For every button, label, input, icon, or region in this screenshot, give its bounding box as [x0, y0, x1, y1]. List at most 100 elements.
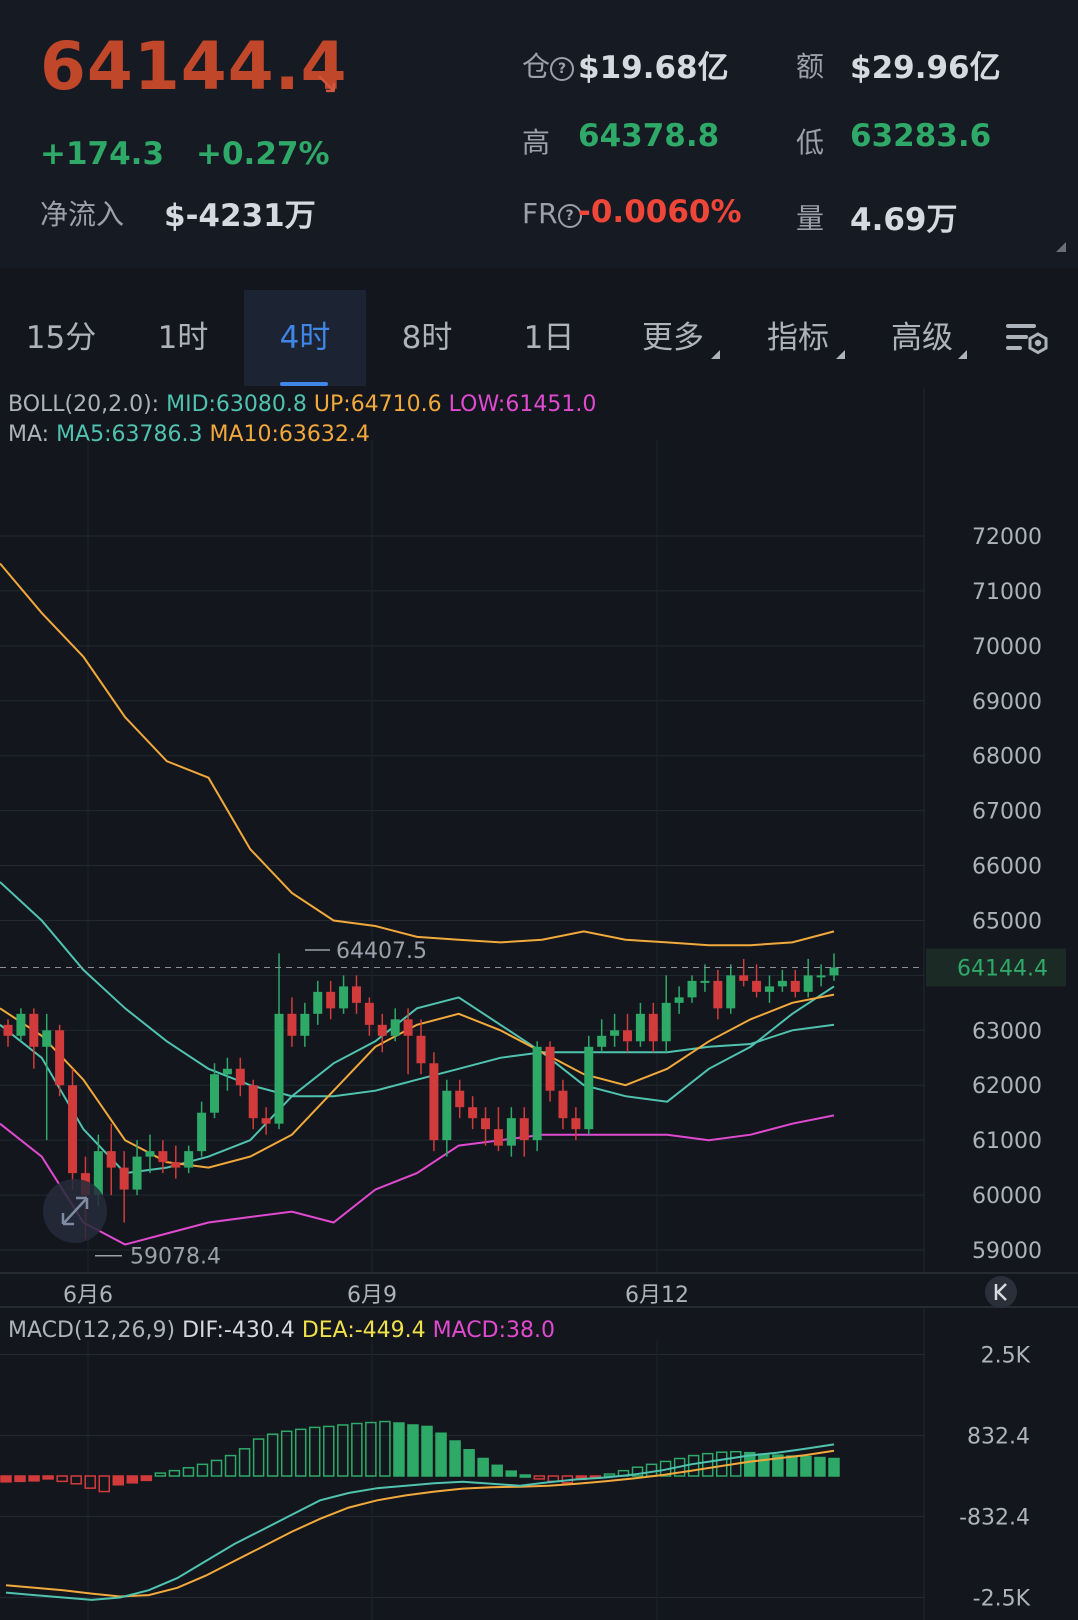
- macd-bar: [168, 1469, 181, 1477]
- high-annotation: 64407.5: [336, 939, 427, 964]
- macd-bar: [308, 1426, 321, 1477]
- macd-bar: [715, 1451, 728, 1477]
- macd-bar: [351, 1422, 363, 1477]
- last-price-tag: [926, 948, 1066, 987]
- candle-body: [829, 967, 839, 976]
- macd-bar: [280, 1430, 293, 1477]
- macd-bar: [323, 1425, 335, 1477]
- chevron-left-icon: [994, 1283, 1007, 1301]
- macd-bar: [491, 1464, 503, 1477]
- candle-body: [210, 1074, 219, 1113]
- macd-bar: [14, 1475, 26, 1483]
- tab-15m[interactable]: 15分: [25, 320, 97, 356]
- candle-body: [584, 1046, 594, 1130]
- tab-more[interactable]: 更多: [642, 320, 704, 356]
- candle-body: [235, 1068, 245, 1086]
- macd-bar: [645, 1463, 658, 1477]
- macd-bar: [814, 1456, 826, 1477]
- macd-bar: [463, 1449, 475, 1477]
- tab-8h[interactable]: 8时: [401, 320, 453, 356]
- candle-body: [364, 1002, 374, 1025]
- candle-body: [493, 1129, 503, 1146]
- series-line-low: [0, 1114, 835, 1246]
- funding-rate-label: FR?: [522, 197, 582, 230]
- candle-body: [287, 1013, 297, 1036]
- candle-body: [16, 1013, 26, 1036]
- macd-bar: [407, 1424, 419, 1477]
- candle-body: [158, 1151, 168, 1163]
- candle-body: [55, 1030, 65, 1086]
- macd-bar: [477, 1457, 489, 1477]
- candle-body: [674, 997, 684, 1003]
- chart-settings-icon[interactable]: [1004, 320, 1052, 360]
- tab-4h[interactable]: 4时: [244, 290, 366, 386]
- expand-icon: [61, 1196, 89, 1226]
- candle-body: [481, 1118, 491, 1130]
- macd-bar: [519, 1474, 532, 1478]
- scroll-latest-button: [985, 1276, 1017, 1308]
- macd-bar: [800, 1455, 812, 1477]
- series-line-up: [0, 562, 835, 947]
- expand-corner-icon[interactable]: [1056, 242, 1066, 252]
- tab-advanced[interactable]: 高级: [891, 320, 953, 356]
- candle-body: [300, 1013, 310, 1036]
- low-value: 63283.6: [850, 118, 992, 154]
- tab-1h[interactable]: 1时: [157, 320, 209, 356]
- tab-1d[interactable]: 1日: [523, 320, 575, 356]
- y-tick-label: 61000: [972, 1129, 1042, 1154]
- x-tick-label: 6月6: [63, 1283, 113, 1308]
- candle-body: [661, 1002, 671, 1042]
- candle-body: [455, 1090, 465, 1108]
- low-annotation: 59078.4: [130, 1245, 221, 1270]
- high-value: 64378.8: [578, 118, 720, 154]
- macd-bar: [828, 1457, 840, 1477]
- macd-bar: [758, 1453, 770, 1477]
- macd-bar: [365, 1421, 377, 1477]
- macd-bar: [421, 1425, 433, 1477]
- macd-bar: [294, 1428, 307, 1477]
- candle-body: [68, 1085, 78, 1174]
- y-tick-label: 832.4: [967, 1425, 1030, 1450]
- y-tick-label: 71000: [972, 580, 1042, 605]
- macd-bar: [379, 1420, 391, 1477]
- last-price-label: 64144.4: [957, 956, 1048, 981]
- oi-label: 仓?: [522, 45, 575, 85]
- candle-body: [648, 1013, 658, 1042]
- candle-body: [184, 1151, 194, 1168]
- oi-value: $19.68亿: [578, 50, 729, 86]
- high-label: 高: [522, 126, 551, 159]
- x-tick-label: 6月12: [625, 1283, 689, 1308]
- y-tick-label: 2.5K: [981, 1344, 1031, 1369]
- candle-body: [777, 980, 787, 987]
- y-tick-label: 66000: [972, 855, 1042, 880]
- candle-body: [416, 1035, 426, 1064]
- ma-legend: MA: MA5:63786.3 MA10:63632.4: [8, 422, 370, 447]
- y-tick-label: 60000: [972, 1184, 1042, 1209]
- candle-body: [610, 1030, 620, 1036]
- candle-body: [377, 1024, 387, 1036]
- tab-indicators[interactable]: 指标: [767, 320, 829, 356]
- candle-body: [635, 1013, 645, 1042]
- candle-body: [597, 1035, 607, 1047]
- help-icon[interactable]: ?: [550, 57, 575, 81]
- y-tick-label: -2.5K: [973, 1587, 1031, 1612]
- y-tick-label: 62000: [972, 1074, 1042, 1099]
- candle-body: [803, 975, 813, 992]
- macd-bar: [238, 1448, 251, 1477]
- dea-line: [5, 1449, 835, 1598]
- macd-bar: [224, 1454, 237, 1477]
- y-tick-label: 68000: [972, 745, 1042, 770]
- macd-bar: [154, 1472, 167, 1477]
- down-arrow-icon: ↘: [314, 66, 340, 101]
- candle-body: [390, 1019, 400, 1036]
- last-price: 64144.4: [40, 28, 348, 105]
- help-icon[interactable]: ?: [557, 204, 582, 228]
- turnover-label: 额: [796, 50, 825, 83]
- candle-body: [764, 986, 774, 992]
- netflow-value: $-4231万: [164, 198, 316, 234]
- candle-body: [713, 980, 723, 1009]
- ticker-header: 64144.4 ↘ +174.3 +0.27% 净流入 $-4231万 仓? $…: [0, 0, 1078, 268]
- funding-rate-value: -0.0060%: [578, 194, 742, 230]
- dropdown-icon: [836, 350, 845, 359]
